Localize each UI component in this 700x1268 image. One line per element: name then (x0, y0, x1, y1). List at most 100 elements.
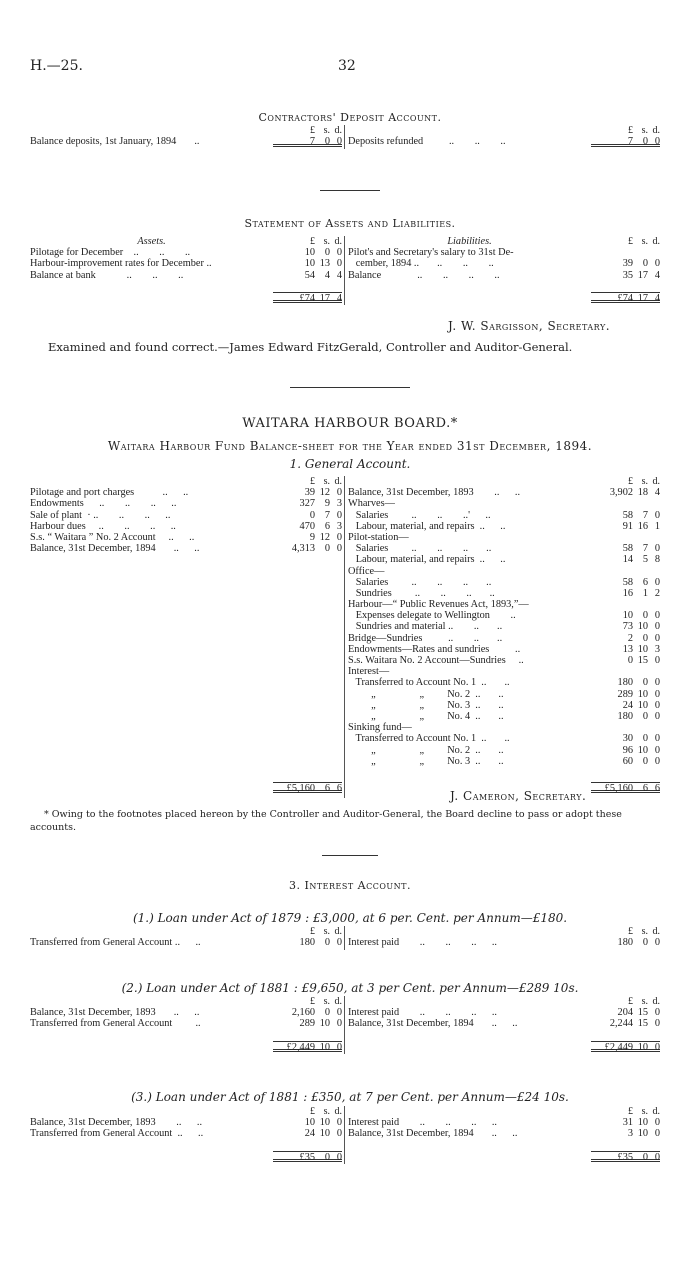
pence (648, 1140, 660, 1151)
ledger-row: Pilot's and Secretary's salary to 31st D… (348, 247, 660, 258)
amount: 10 0 0 (273, 247, 342, 258)
shillings: 7 (324, 509, 330, 521)
row-label: Interest paid .. .. .. .. (348, 1007, 497, 1019)
ledger-row: Interest paid .. .. .. .. 204 15 0 (348, 1007, 660, 1018)
pounds: 91 (622, 520, 633, 532)
right-side: Liabilities. £ s. d. Pilot's and Secretary's… (348, 236, 660, 304)
amount: 58 6 0 (591, 577, 660, 588)
currency-header-row: £ s. d. (30, 926, 342, 937)
pence: 0 (654, 1128, 660, 1140)
pounds: £ (310, 236, 315, 247)
ledger-row: „ „ No. 4 .. .. 180 0 0 (348, 711, 660, 722)
pence: 0 (654, 610, 660, 622)
ledger-row: Pilotage and port charges .. .. 39 12 0 (30, 487, 342, 498)
shillings: 6 (324, 520, 330, 532)
shillings: 15 (637, 1018, 648, 1030)
shillings: s. (323, 476, 330, 487)
ledger-row: Transferred from General Account .. .. 24… (30, 1128, 342, 1139)
amount: 31 10 0 (591, 1117, 660, 1128)
shillings: 17 (637, 292, 648, 304)
amount (591, 599, 660, 610)
amount: 24 10 0 (591, 700, 660, 711)
row-label: Balance, 31st December, 1893 .. .. (348, 487, 521, 499)
pounds: £ (628, 926, 633, 937)
shillings (633, 281, 648, 292)
ledger-row: Transferred to Account No. 1 .. .. 180 0 0 (348, 677, 660, 688)
amount (591, 1140, 660, 1151)
row-label: Sinking fund— (348, 722, 412, 734)
row-label (348, 1140, 591, 1151)
row-label: „ „ No. 4 .. .. (348, 710, 504, 722)
right-side: £ s. d. Balance, 31st December, 1893 .. .. 3… (348, 476, 660, 794)
amount: 204 15 0 (591, 1007, 660, 1018)
row-label: Sundries and material .. .. .. (348, 621, 503, 633)
shillings: 0 (324, 1151, 330, 1163)
pounds: 327 (299, 498, 315, 510)
row-label: Wharves— (348, 498, 395, 510)
left-side: Assets. £ s. d. Pilotage for December .. .. … (30, 236, 342, 304)
row-label: Interest paid .. .. .. .. (348, 1117, 497, 1129)
pence: 0 (654, 621, 660, 633)
shillings: 17 (319, 292, 330, 304)
shillings: 17 (637, 269, 648, 281)
shillings: 4 (324, 269, 330, 281)
left-side: £ s. d. Balance, 31st December, 1893 .. .. 2… (30, 996, 342, 1053)
pounds: 470 (299, 520, 315, 532)
balance-sheet-title: Waitara Harbour Fund Balance-sheet for t… (107, 439, 593, 453)
currency-header-row: £ s. d. (30, 476, 342, 487)
currency-header-row: £ s. d. (348, 996, 660, 1007)
amount (591, 722, 660, 733)
pence (648, 498, 660, 509)
pence: d. (652, 1106, 661, 1117)
pounds: 73 (622, 621, 633, 633)
ledger-row: £35 0 0 (30, 1150, 342, 1163)
row-label: Balance .. .. .. .. (348, 269, 500, 281)
currency-header-row: Assets. £ s. d. (30, 236, 342, 247)
pence: 0 (654, 677, 660, 689)
pence: 4 (336, 292, 342, 304)
amount (591, 666, 660, 677)
pounds: 60 (622, 755, 633, 767)
blank-row (30, 554, 342, 565)
row-label: „ „ No. 3 .. .. (348, 699, 504, 711)
total-pounds: £5,160 (286, 783, 315, 795)
blank-row (348, 767, 660, 778)
pence: d. (334, 125, 343, 136)
ledger-row: Wharves— (348, 498, 660, 509)
pence: 4 (654, 292, 660, 304)
row-label (348, 292, 591, 303)
ledger-row: Harbour—“ Public Revenues Act, 1893,”— (348, 599, 660, 610)
shillings: s. (641, 476, 648, 487)
blank-row (30, 655, 342, 666)
blank-row (30, 700, 342, 711)
amount: 14 5 8 (591, 554, 660, 565)
ledger-row: £2,449 10 0 (348, 1040, 660, 1053)
blank-row (30, 644, 342, 655)
pounds: £ (310, 1106, 315, 1117)
total-shillings: 6 (324, 783, 330, 795)
row-label (30, 1151, 273, 1162)
pence: d. (652, 926, 661, 937)
shillings: s. (323, 926, 330, 937)
pence: 0 (336, 1151, 342, 1163)
shillings: 15 (637, 1007, 648, 1019)
amount: 289 10 0 (273, 1018, 342, 1029)
shillings: 10 (637, 699, 648, 711)
amount: £ s. d. (591, 926, 660, 937)
shillings: 7 (642, 543, 648, 555)
amount: 96 10 0 (591, 745, 660, 756)
amount (591, 532, 660, 543)
row-label (348, 1041, 591, 1052)
column-heading (30, 125, 273, 136)
pence: 4 (336, 269, 342, 281)
total-amount: £5,160 6 6 (591, 782, 660, 794)
blank-row (30, 767, 342, 778)
ledger-row: £35 0 0 (348, 1150, 660, 1163)
amount: 60 0 0 (591, 756, 660, 767)
ledger-row (30, 281, 342, 292)
pence: 0 (336, 487, 342, 499)
shillings: 10 (319, 1117, 330, 1129)
ledger-row: Interest paid .. .. .. .. 31 10 0 (348, 1117, 660, 1128)
pounds: 180 (617, 710, 633, 722)
row-label: Harbour dues .. .. .. .. (30, 520, 176, 532)
